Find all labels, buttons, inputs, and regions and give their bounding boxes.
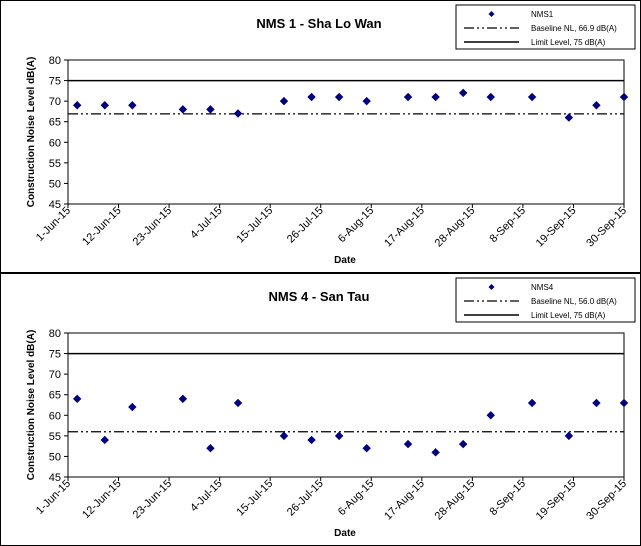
y-tick-label: 55 [49,158,61,170]
data-point [100,435,109,445]
y-axis-label: Construction Noise Level dB(A) [26,57,37,208]
x-tick-label: 12-Jun-15 [80,478,124,522]
data-point [206,443,215,453]
data-point [334,92,344,102]
chart-title: NMS 1 - Sha Lo Wan [256,16,381,31]
y-tick-label: 65 [49,117,61,129]
legend-entry-series: NMS1 [531,10,554,19]
data-point [362,96,371,106]
chart-panel-nms4: NMS 4 - San Tau Date Construction Noise … [0,273,641,546]
data-point [178,105,188,114]
data-point [233,109,243,118]
data-point [72,101,82,110]
x-axis-label: Date [334,528,356,539]
x-tick-label: 17-Aug-15 [382,478,427,523]
y-tick-label: 75 [49,76,61,88]
data-point [334,431,344,441]
data-point [403,92,413,102]
data-point [564,431,574,441]
chart-svg-nms4: NMS 4 - San Tau Date Construction Noise … [26,277,636,539]
y-tick-label: 80 [49,328,61,340]
x-tick-label: 26-Jul-15 [285,205,326,246]
x-tick-label: 8-Sep-15 [488,205,528,245]
legend-entry-series: NMS4 [531,283,554,292]
x-tick-label: 26-Jul-15 [285,478,326,519]
y-tick-label: 75 [49,349,61,361]
y-tick-label: 70 [49,96,61,108]
x-tick-label: 12-Jun-15 [80,205,124,249]
data-point [592,398,601,408]
legend-marker [488,11,495,17]
data-point [307,92,316,102]
x-tick-label: 19-Sep-15 [534,205,579,250]
data-point [527,92,537,102]
chart-title: NMS 4 - San Tau [269,289,370,304]
data-point [564,113,574,122]
data-point [362,443,371,453]
data-point [431,92,440,102]
x-tick-label: 8-Sep-15 [488,478,528,518]
y-tick-label: 55 [49,431,61,443]
x-tick-label: 19-Sep-15 [534,478,579,523]
x-tick-label: 17-Aug-15 [382,205,427,250]
data-point [458,88,468,98]
y-tick-label: 50 [49,178,61,190]
x-tick-label: 6-Aug-15 [336,478,376,518]
data-point [279,96,289,106]
data-point [527,398,537,408]
x-tick-label: 4-Jul-15 [188,205,225,242]
y-tick-label: 45 [49,199,61,211]
data-point [206,105,215,114]
data-point [178,394,188,404]
chart-svg-nms1: NMS 1 - Sha Lo Wan Date Construction Noi… [26,4,636,266]
y-tick-label: 80 [49,55,61,67]
legend-entry-limit: Limit Level, 75 dB(A) [531,38,606,47]
y-tick-label: 45 [49,472,61,484]
data-point [458,439,468,449]
chart-panel-nms1: NMS 1 - Sha Lo Wan Date Construction Noi… [0,0,641,273]
x-tick-label: 6-Aug-15 [336,205,376,245]
y-tick-label: 65 [49,390,61,402]
x-tick-label: 15-Jul-15 [234,205,275,246]
data-point [486,411,495,420]
data-point [486,92,495,102]
data-point [307,435,316,445]
data-point [72,394,82,404]
legend-entry-baseline: Baseline NL, 56.0 dB(A) [531,297,617,306]
x-tick-label: 15-Jul-15 [234,478,275,519]
y-axis-label: Construction Noise Level dB(A) [26,330,37,481]
x-tick-label: 30-Sep-15 [584,478,629,523]
plot-area [67,59,625,205]
data-point [619,398,629,408]
x-tick-label: 28-Aug-15 [433,205,478,250]
data-point [233,398,243,408]
x-axis-label: Date [334,255,356,266]
x-tick-label: 30-Sep-15 [584,205,629,250]
plot-area [67,332,625,478]
y-tick-label: 60 [49,137,61,149]
x-tick-label: 23-Jun-15 [131,478,175,522]
x-tick-label: 4-Jul-15 [188,478,225,515]
y-tick-label: 50 [49,451,61,463]
legend-entry-limit: Limit Level, 75 dB(A) [531,311,606,320]
data-point [128,101,137,110]
legend-marker [488,284,495,290]
data-point [100,101,109,110]
data-point [279,431,289,441]
data-point [403,439,413,449]
y-tick-label: 70 [49,369,61,381]
x-tick-label: 28-Aug-15 [433,478,478,523]
data-point [619,92,629,102]
x-tick-label: 23-Jun-15 [131,205,175,249]
data-point [128,402,137,412]
legend-entry-baseline: Baseline NL, 66.9 dB(A) [531,24,617,33]
data-point [431,448,440,457]
y-tick-label: 60 [49,410,61,422]
data-point [592,101,601,110]
